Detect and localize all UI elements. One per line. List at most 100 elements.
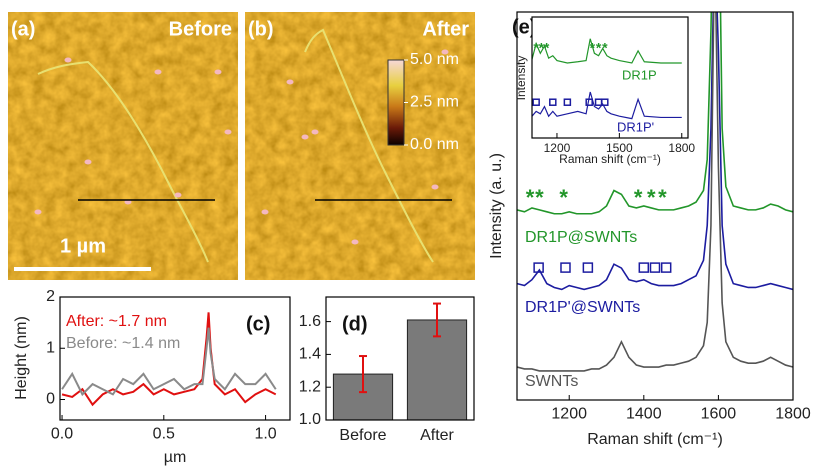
x-axis-label: µm bbox=[164, 449, 187, 466]
panel-title: Before bbox=[169, 18, 232, 40]
series-line bbox=[517, 12, 793, 372]
particle bbox=[286, 79, 294, 85]
x-axis-label: Raman shift (cm⁻¹) bbox=[587, 431, 723, 448]
x-tick-label: 1400 bbox=[626, 406, 662, 423]
x-tick-label: 1600 bbox=[701, 406, 737, 423]
x-tick-label: 1500 bbox=[606, 141, 633, 155]
afm-image bbox=[245, 12, 475, 280]
peak-marker: * bbox=[602, 40, 608, 56]
peak-marker bbox=[649, 262, 661, 273]
particle bbox=[351, 239, 359, 245]
afm-panel: (a) Before 1 µm bbox=[8, 12, 238, 280]
particle bbox=[64, 57, 72, 63]
colorbar-tick-label: 5.0 nm bbox=[410, 51, 459, 68]
x-axis-label: Raman shift (cm⁻¹) bbox=[559, 152, 661, 166]
series-label: DR1P'@SWNTs bbox=[525, 299, 640, 316]
series-group bbox=[517, 12, 793, 372]
panel-label: (e) bbox=[512, 16, 536, 38]
particle bbox=[261, 209, 269, 215]
peak-marker: * bbox=[590, 40, 596, 56]
peak-marker: * bbox=[647, 185, 656, 210]
series-line bbox=[61, 312, 277, 407]
particle bbox=[301, 134, 309, 140]
peak-marker: * bbox=[658, 185, 667, 210]
particle bbox=[431, 184, 439, 190]
particle bbox=[311, 129, 319, 135]
x-tick-label: 1200 bbox=[544, 141, 571, 155]
x-tick-label: 1800 bbox=[668, 141, 695, 155]
series-label: SWNTs bbox=[525, 373, 578, 390]
panel-label: (a) bbox=[11, 18, 35, 40]
plot-frame bbox=[59, 296, 291, 421]
peak-marker bbox=[532, 98, 540, 106]
particle bbox=[174, 192, 182, 198]
y-axis-label: Intensity bbox=[514, 56, 528, 101]
peak-marker: * bbox=[634, 185, 643, 210]
series-label: DR1P' bbox=[617, 119, 654, 134]
peak-marker: * bbox=[526, 185, 535, 210]
particle bbox=[34, 209, 42, 215]
series-label: DR1P bbox=[622, 67, 657, 82]
series-line bbox=[532, 38, 682, 64]
y-tick-label: 1 bbox=[46, 339, 55, 356]
colorbar-tick-label: 0.0 nm bbox=[410, 136, 459, 153]
y-tick-label: 1.0 bbox=[299, 411, 321, 428]
profile-panel: 0.0 0.5 1.0 0 1 2 After: ~1.7 nm Before: ~1.4 n… bbox=[13, 288, 291, 466]
particle bbox=[84, 159, 92, 165]
series-line bbox=[517, 12, 793, 215]
y-axis-label: Intensity (a. u.) bbox=[488, 153, 505, 259]
x-tick-label: 1.0 bbox=[254, 426, 276, 443]
y-tick-label: 1.4 bbox=[299, 346, 321, 363]
plot-frame bbox=[516, 11, 794, 401]
series-group bbox=[61, 312, 277, 407]
nanotube bbox=[37, 60, 209, 263]
y-tick-label: 0 bbox=[46, 391, 55, 408]
y-tick-label: 1.6 bbox=[299, 313, 321, 330]
plot-frame bbox=[325, 296, 475, 421]
particle bbox=[214, 69, 222, 75]
y-tick-label: 2 bbox=[46, 288, 55, 305]
afm-image bbox=[8, 12, 238, 280]
peak-marker: * bbox=[533, 40, 539, 56]
nanotube bbox=[304, 28, 434, 263]
series-line bbox=[517, 12, 793, 291]
particle bbox=[441, 49, 449, 55]
series-label: After: ~1.7 nm bbox=[66, 313, 167, 330]
inset-background bbox=[532, 17, 688, 138]
y-axis-label: Height (nm) bbox=[13, 316, 30, 400]
peak-marker bbox=[638, 262, 650, 273]
y-tick-label: 1.2 bbox=[299, 378, 321, 395]
panel-label: (b) bbox=[248, 18, 274, 40]
series-line bbox=[61, 327, 277, 397]
afm-panel: (b) After 5.0 nm 2.5 nm 0.0 nm bbox=[245, 12, 475, 280]
peak-marker bbox=[601, 98, 609, 106]
peak-marker bbox=[560, 262, 571, 273]
peak-marker: * bbox=[559, 185, 568, 210]
peak-marker: * bbox=[596, 40, 602, 56]
peak-marker: * bbox=[544, 40, 550, 56]
panel-title: After bbox=[422, 18, 469, 40]
peak-marker bbox=[549, 98, 557, 106]
raman-panel: 1200 1400 1600 1800 DR1P@SWNTs DR1P'@SWNTs SWN… bbox=[488, 11, 811, 448]
x-tick-label: 1800 bbox=[775, 406, 811, 423]
panel-label: (d) bbox=[342, 313, 368, 335]
x-tick-label: 0.5 bbox=[153, 426, 175, 443]
panel-label: (c) bbox=[246, 313, 270, 335]
peak-marker bbox=[585, 98, 593, 106]
peak-marker bbox=[563, 98, 572, 106]
x-tick-label: After bbox=[420, 427, 454, 444]
colorbar bbox=[387, 59, 405, 146]
series-label: DR1P@SWNTs bbox=[525, 229, 637, 246]
plot-frame bbox=[531, 16, 689, 139]
particle bbox=[154, 69, 162, 75]
peak-marker: * bbox=[539, 40, 545, 56]
colorbar-tick-label: 2.5 nm bbox=[410, 94, 459, 111]
peak-marker bbox=[533, 262, 544, 273]
x-tick-label: 0.0 bbox=[51, 426, 73, 443]
x-tick-label: Before bbox=[339, 427, 386, 444]
x-tick-label: 1200 bbox=[551, 406, 587, 423]
particle bbox=[224, 129, 232, 135]
scale-bar-label: 1 µm bbox=[60, 235, 106, 257]
